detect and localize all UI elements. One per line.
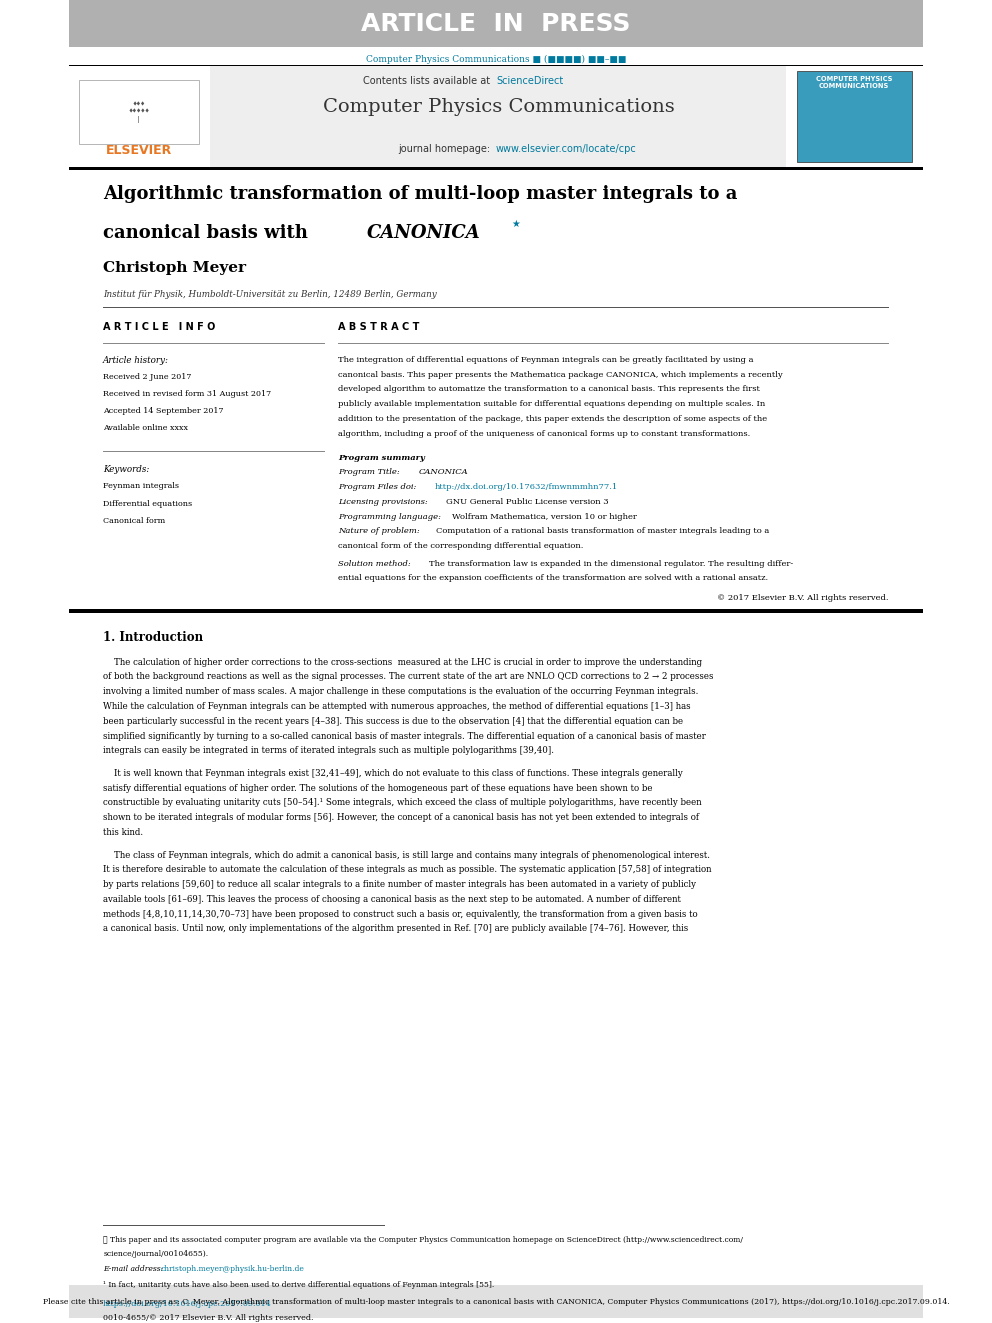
Text: The calculation of higher order corrections to the cross-sections  measured at t: The calculation of higher order correcti… bbox=[103, 658, 702, 667]
Text: simplified significantly by turning to a so-called canonical basis of master int: simplified significantly by turning to a… bbox=[103, 732, 706, 741]
Text: Computer Physics Communications: Computer Physics Communications bbox=[322, 98, 675, 116]
Text: Feynman integrals: Feynman integrals bbox=[103, 483, 180, 491]
Text: Differential equations: Differential equations bbox=[103, 500, 192, 508]
Text: available tools [61–69]. This leaves the process of choosing a canonical basis a: available tools [61–69]. This leaves the… bbox=[103, 894, 682, 904]
Text: Program summary: Program summary bbox=[338, 454, 425, 462]
Bar bbox=[69, 66, 210, 168]
Text: Nature of problem:: Nature of problem: bbox=[338, 528, 423, 536]
Text: christoph.meyer@physik.hu-berlin.de: christoph.meyer@physik.hu-berlin.de bbox=[161, 1265, 305, 1273]
Text: Computer Physics Communications ■ (■■■■) ■■–■■: Computer Physics Communications ■ (■■■■)… bbox=[366, 56, 626, 65]
Bar bbox=[79, 81, 198, 144]
Text: Contents lists available at: Contents lists available at bbox=[363, 77, 493, 86]
Text: canonical basis. This paper presents the Mathematica package CANONICA, which imp: canonical basis. This paper presents the… bbox=[338, 370, 783, 378]
Text: involving a limited number of mass scales. A major challenge in these computatio: involving a limited number of mass scale… bbox=[103, 687, 698, 696]
Text: developed algorithm to automatize the transformation to a canonical basis. This : developed algorithm to automatize the tr… bbox=[338, 385, 760, 393]
Text: Keywords:: Keywords: bbox=[103, 466, 150, 474]
Text: Solution method:: Solution method: bbox=[338, 560, 414, 568]
Text: The class of Feynman integrals, which do admit a canonical basis, is still large: The class of Feynman integrals, which do… bbox=[103, 851, 710, 860]
Text: science/journal/00104655).: science/journal/00104655). bbox=[103, 1249, 208, 1258]
Text: COMPUTER PHYSICS
COMMUNICATIONS: COMPUTER PHYSICS COMMUNICATIONS bbox=[815, 77, 892, 90]
Text: It is well known that Feynman integrals exist [32,41–49], which do not evaluate : It is well known that Feynman integrals … bbox=[103, 769, 682, 778]
Text: Christoph Meyer: Christoph Meyer bbox=[103, 261, 246, 275]
Text: 0010-4655/© 2017 Elsevier B.V. All rights reserved.: 0010-4655/© 2017 Elsevier B.V. All right… bbox=[103, 1314, 313, 1322]
Text: A B S T R A C T: A B S T R A C T bbox=[338, 321, 420, 332]
Text: Canonical form: Canonical form bbox=[103, 517, 166, 525]
Text: Institut für Physik, Humboldt-Universität zu Berlin, 12489 Berlin, Germany: Institut für Physik, Humboldt-Universitä… bbox=[103, 290, 436, 299]
Text: algorithm, including a proof of the uniqueness of canonical forms up to constant: algorithm, including a proof of the uniq… bbox=[338, 430, 750, 438]
Text: Accepted 14 September 2017: Accepted 14 September 2017 bbox=[103, 407, 223, 415]
Text: The integration of differential equations of Feynman integrals can be greatly fa: The integration of differential equation… bbox=[338, 356, 754, 364]
Text: satisfy differential equations of higher order. The solutions of the homogeneous: satisfy differential equations of higher… bbox=[103, 783, 653, 792]
Text: 1. Introduction: 1. Introduction bbox=[103, 631, 203, 644]
Text: ELSEVIER: ELSEVIER bbox=[106, 144, 173, 157]
Text: While the calculation of Feynman integrals can be attempted with numerous approa: While the calculation of Feynman integra… bbox=[103, 703, 690, 710]
Text: of both the background reactions as well as the signal processes. The current st: of both the background reactions as well… bbox=[103, 672, 713, 681]
Text: GNU General Public License version 3: GNU General Public License version 3 bbox=[446, 497, 609, 505]
Text: Programming language:: Programming language: bbox=[338, 513, 443, 521]
Text: publicly available implementation suitable for differential equations depending : publicly available implementation suitab… bbox=[338, 400, 765, 409]
Text: Program Title:: Program Title: bbox=[338, 468, 403, 476]
Text: ScienceDirect: ScienceDirect bbox=[496, 77, 563, 86]
Text: E-mail address:: E-mail address: bbox=[103, 1265, 166, 1273]
Text: Received 2 June 2017: Received 2 June 2017 bbox=[103, 373, 191, 381]
Text: © 2017 Elsevier B.V. All rights reserved.: © 2017 Elsevier B.V. All rights reserved… bbox=[717, 594, 889, 602]
Text: addition to the presentation of the package, this paper extends the description : addition to the presentation of the pack… bbox=[338, 415, 767, 423]
Text: Article history:: Article history: bbox=[103, 356, 170, 365]
Bar bbox=[69, 65, 923, 67]
Text: CANONICA: CANONICA bbox=[367, 224, 481, 242]
Text: ARTICLE  IN  PRESS: ARTICLE IN PRESS bbox=[361, 12, 631, 36]
Text: A R T I C L E   I N F O: A R T I C L E I N F O bbox=[103, 321, 215, 332]
Text: integrals can easily be integrated in terms of iterated integrals such as multip: integrals can easily be integrated in te… bbox=[103, 746, 555, 755]
Text: Please cite this article in press as: C. Meyer, Algorithmic transformation of mu: Please cite this article in press as: C.… bbox=[43, 1298, 949, 1306]
Bar bbox=[69, 0, 923, 48]
Text: ¹ In fact, unitarity cuts have also been used to derive differential equations o: ¹ In fact, unitarity cuts have also been… bbox=[103, 1281, 494, 1289]
Text: It is therefore desirable to automate the calculation of these integrals as much: It is therefore desirable to automate th… bbox=[103, 865, 711, 875]
Text: www.elsevier.com/locate/cpc: www.elsevier.com/locate/cpc bbox=[496, 144, 637, 155]
Text: Computation of a rational basis transformation of master integrals leading to a: Computation of a rational basis transfor… bbox=[436, 528, 770, 536]
Text: CANONICA: CANONICA bbox=[419, 468, 468, 476]
Text: shown to be iterated integrals of modular forms [56]. However, the concept of a : shown to be iterated integrals of modula… bbox=[103, 814, 699, 822]
Text: canonical basis with: canonical basis with bbox=[103, 224, 314, 242]
Text: ♦♦♦
♦♦♦♦♦
  |: ♦♦♦ ♦♦♦♦♦ | bbox=[128, 102, 150, 123]
Text: Wolfram Mathematica, version 10 or higher: Wolfram Mathematica, version 10 or highe… bbox=[451, 513, 637, 521]
Text: constructible by evaluating unitarity cuts [50–54].¹ Some integrals, which excee: constructible by evaluating unitarity cu… bbox=[103, 799, 701, 807]
Text: ★: ★ bbox=[511, 218, 520, 229]
Text: journal homepage:: journal homepage: bbox=[398, 144, 493, 155]
Text: this kind.: this kind. bbox=[103, 828, 143, 837]
Text: ★ This paper and its associated computer program are available via the Computer : ★ This paper and its associated computer… bbox=[103, 1236, 743, 1245]
Text: Algorithmic transformation of multi-loop master integrals to a: Algorithmic transformation of multi-loop… bbox=[103, 184, 737, 202]
Text: canonical form of the corresponding differential equation.: canonical form of the corresponding diff… bbox=[338, 542, 583, 550]
Text: Received in revised form 31 August 2017: Received in revised form 31 August 2017 bbox=[103, 390, 271, 398]
Text: http://dx.doi.org/10.17632/fmwnmmhn77.1: http://dx.doi.org/10.17632/fmwnmmhn77.1 bbox=[434, 483, 618, 491]
Bar bbox=[787, 66, 923, 168]
Text: a canonical basis. Until now, only implementations of the algorithm presented in: a canonical basis. Until now, only imple… bbox=[103, 925, 688, 934]
Bar bbox=[210, 66, 787, 168]
Text: methods [4,8,10,11,14,30,70–73] have been proposed to construct such a basis or,: methods [4,8,10,11,14,30,70–73] have bee… bbox=[103, 910, 697, 918]
Text: Licensing provisions:: Licensing provisions: bbox=[338, 497, 431, 505]
Bar bbox=[69, 168, 923, 171]
Text: been particularly successful in the recent years [4–38]. This success is due to : been particularly successful in the rece… bbox=[103, 717, 683, 726]
Bar bbox=[69, 609, 923, 613]
Bar bbox=[797, 71, 912, 163]
Text: Available online xxxx: Available online xxxx bbox=[103, 425, 188, 433]
Text: The transformation law is expanded in the dimensional regulator. The resulting d: The transformation law is expanded in th… bbox=[430, 560, 794, 568]
Text: ential equations for the expansion coefficients of the transformation are solved: ential equations for the expansion coeff… bbox=[338, 574, 768, 582]
Text: Program Files doi:: Program Files doi: bbox=[338, 483, 419, 491]
Text: https://doi.org/10.1016/j.cpc.2017.09.014: https://doi.org/10.1016/j.cpc.2017.09.01… bbox=[103, 1299, 272, 1307]
Bar bbox=[69, 1285, 923, 1318]
Text: by parts relations [59,60] to reduce all scalar integrals to a finite number of : by parts relations [59,60] to reduce all… bbox=[103, 880, 696, 889]
